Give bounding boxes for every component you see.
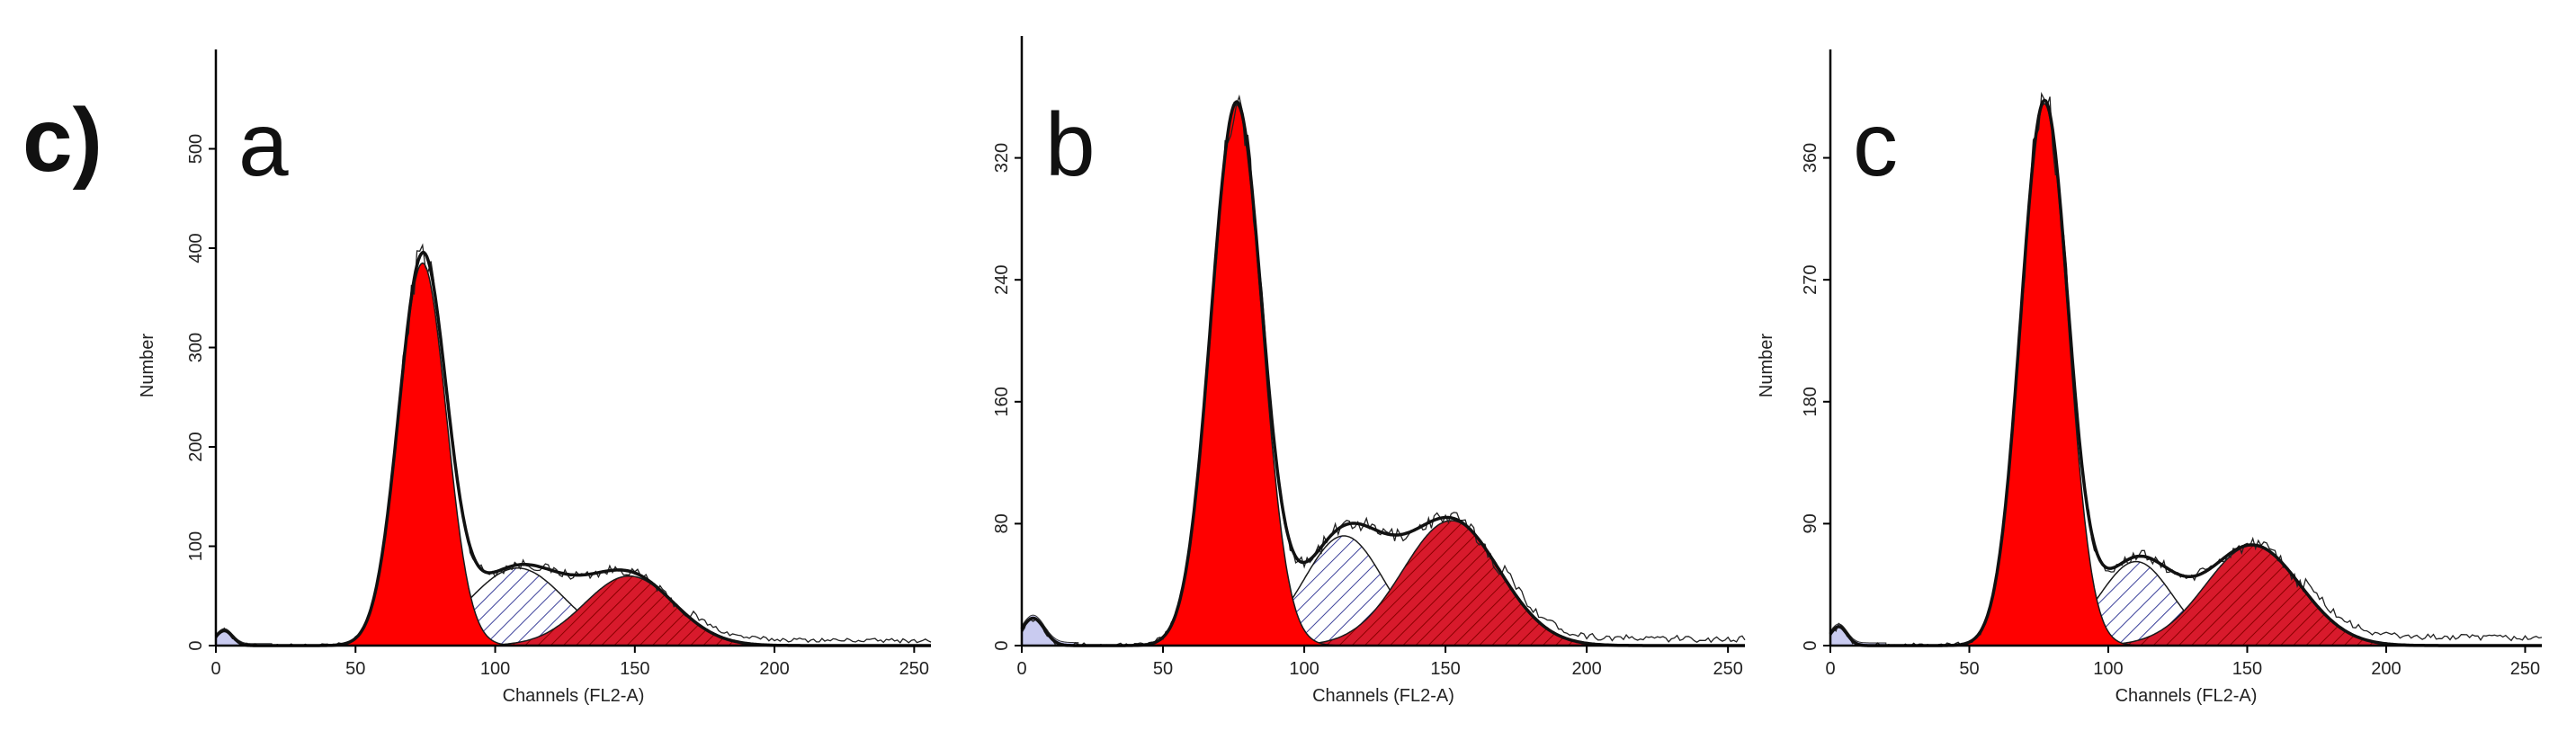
x-tick-label: 50 — [345, 659, 365, 679]
y-axis-title: Number — [138, 334, 157, 397]
panel-letter: c — [1853, 94, 1898, 195]
chart-panel-a: 0 50 100 150 200 250 0 100 200 300 400 500 Channels … — [138, 49, 932, 706]
y-tick-label: 360 — [1801, 143, 1820, 173]
fit-envelope-line — [214, 251, 931, 647]
y-tick-label: 200 — [186, 432, 206, 461]
g0g1-area — [1949, 103, 2140, 646]
y-tick-label: 300 — [186, 333, 206, 362]
y-tick-label: 500 — [186, 134, 206, 164]
x-tick-label: 250 — [899, 659, 929, 679]
y-tick-label: 0 — [186, 640, 206, 650]
panel-letter: a — [238, 94, 289, 195]
y-tick-label: 0 — [992, 640, 1012, 650]
x-tick-label: 100 — [1289, 659, 1319, 679]
x-tick-label: 250 — [2510, 659, 2540, 679]
g0g1-area — [1133, 103, 1339, 646]
figure-label: c) — [22, 90, 103, 191]
y-tick-label: 100 — [186, 531, 206, 561]
x-tick-label: 150 — [620, 659, 649, 679]
y-axis-title: Number — [1757, 334, 1776, 397]
x-tick-label: 200 — [2371, 659, 2401, 679]
x-tick-label: 150 — [2232, 659, 2262, 679]
y-tick-label: 160 — [992, 387, 1012, 416]
x-tick-label: 100 — [480, 659, 510, 679]
y-tick-label: 270 — [1801, 264, 1820, 294]
x-tick-label: 150 — [1430, 659, 1460, 679]
x-tick-label: 100 — [2093, 659, 2123, 679]
x-axis-title: Channels (FL2-A) — [1312, 686, 1454, 706]
chart-panel-c: 0 50 100 150 200 250 0 90 180 270 360 Channels (FL2… — [1757, 49, 2543, 706]
x-tick-label: 0 — [1825, 659, 1835, 679]
x-tick-label: 0 — [1016, 659, 1026, 679]
x-tick-label: 0 — [210, 659, 220, 679]
x-axis-title: Channels (FL2-A) — [2115, 686, 2258, 706]
fit-envelope-line — [1829, 98, 2542, 647]
x-tick-label: 200 — [759, 659, 789, 679]
raw-histogram-trace — [1021, 94, 1746, 646]
raw-histogram-trace — [215, 243, 932, 646]
x-tick-label: 50 — [1959, 659, 1979, 679]
debris-area — [1021, 614, 1079, 646]
panel-letter: b — [1045, 94, 1096, 195]
y-tick-label: 320 — [992, 143, 1012, 173]
chart-panel-b: 0 50 100 150 200 250 0 80 160 240 320 Channels (FL2… — [992, 36, 1746, 706]
y-tick-label: 400 — [186, 233, 206, 263]
x-tick-label: 250 — [1713, 659, 1742, 679]
y-tick-label: 0 — [1801, 640, 1820, 650]
x-tick-label: 200 — [1571, 659, 1601, 679]
raw-histogram-trace — [1829, 92, 2543, 646]
fit-envelope-line — [1020, 100, 1745, 647]
x-tick-label: 50 — [1153, 659, 1173, 679]
x-axis-title: Channels (FL2-A) — [503, 686, 645, 706]
panels: 0 50 100 150 200 2500100200300400500Channels … — [138, 36, 2543, 706]
y-tick-label: 240 — [992, 265, 1012, 295]
y-tick-label: 180 — [1801, 387, 1820, 416]
y-tick-label: 80 — [992, 513, 1012, 533]
y-tick-label: 90 — [1801, 513, 1820, 533]
